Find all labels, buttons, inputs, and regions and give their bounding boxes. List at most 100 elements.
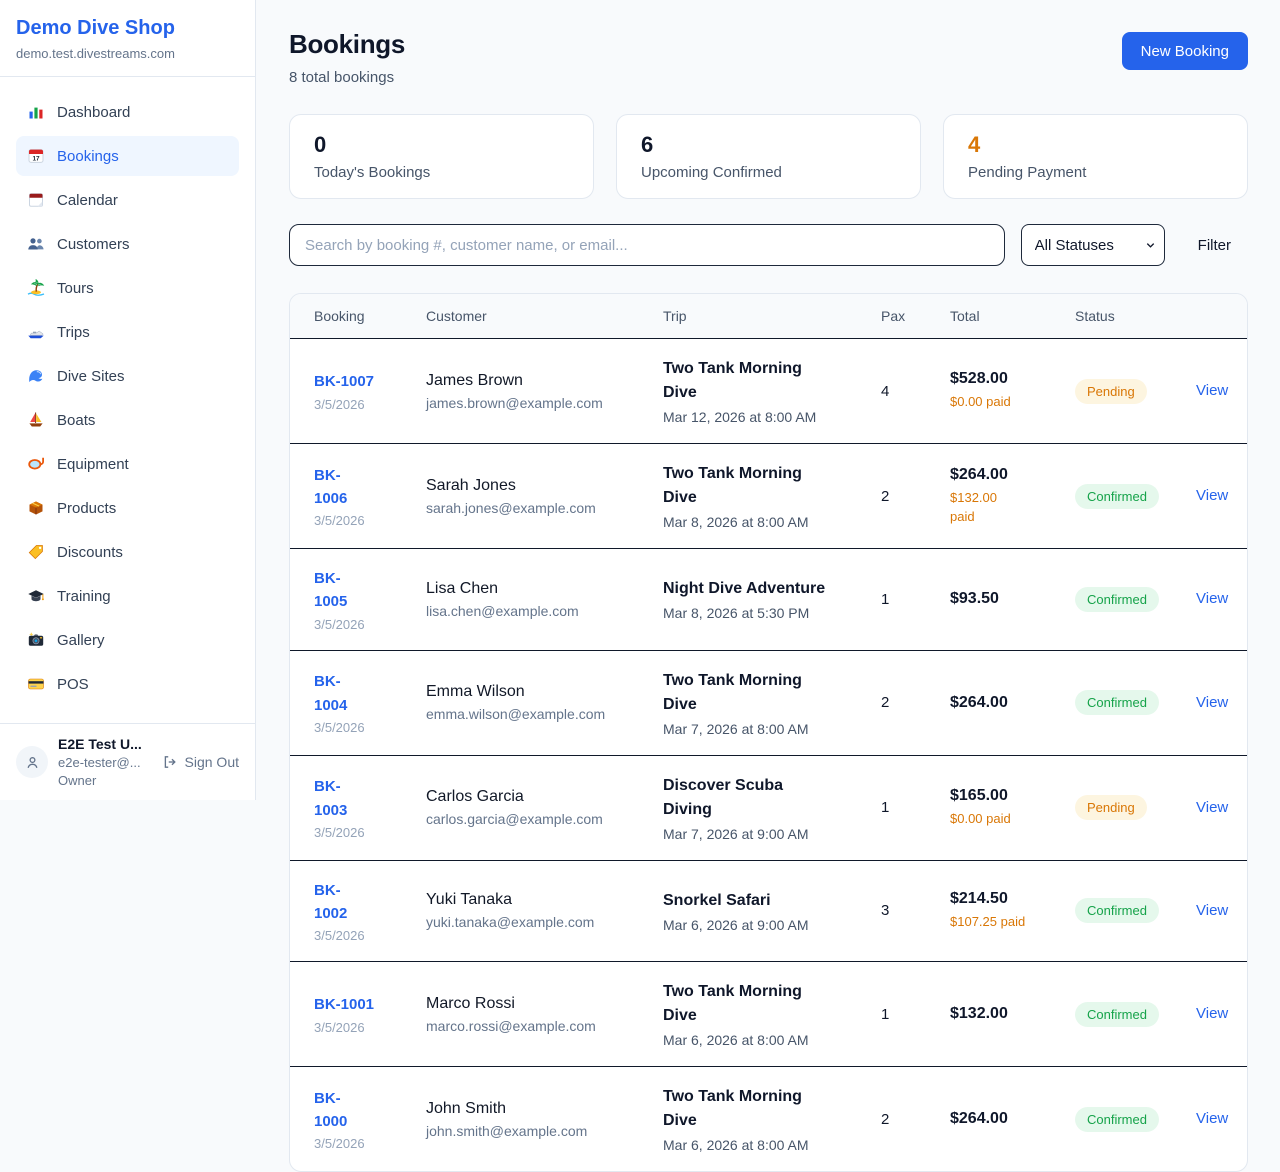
view-link[interactable]: View	[1196, 1005, 1229, 1022]
sidebar-item-training[interactable]: Training	[16, 576, 239, 616]
filter-button[interactable]: Filter	[1181, 237, 1248, 254]
status-badge: Confirmed	[1075, 898, 1159, 924]
logo-block: Demo Dive Shop demo.test.divestreams.com	[0, 0, 255, 77]
pax-count: 3	[881, 859, 950, 962]
shop-domain: demo.test.divestreams.com	[16, 46, 175, 61]
sidebar-item-label: Dashboard	[57, 103, 131, 121]
table-header-row: Booking Customer Trip Pax Total Status	[290, 294, 1247, 339]
sidebar-item-tours[interactable]: Tours	[16, 268, 239, 308]
view-link[interactable]: View	[1196, 1110, 1229, 1127]
trip-name: Two Tank Morning Dive	[663, 1088, 802, 1129]
sidebar-item-gallery[interactable]: Gallery	[16, 620, 239, 660]
sidebar-item-dashboard[interactable]: Dashboard	[16, 92, 239, 132]
booking-id-link[interactable]: BK- 1000	[314, 1089, 348, 1130]
pax-count: 2	[881, 443, 950, 549]
avatar	[16, 746, 48, 778]
user-name: E2E Test U...	[58, 736, 142, 752]
sidebar-item-equipment[interactable]: Equipment	[16, 444, 239, 484]
user-block: E2E Test U... e2e-tester@... Owner Sign …	[0, 723, 255, 800]
user-role: Owner	[58, 773, 97, 788]
customer-name: John Smith	[426, 1099, 507, 1117]
total-amount: $264.00	[950, 693, 1008, 711]
bar-chart-icon	[27, 103, 45, 121]
person-icon	[27, 756, 37, 768]
page-subtitle: 8 total bookings	[289, 69, 395, 86]
column-header-customer: Customer	[426, 294, 663, 339]
sidebar-item-boats[interactable]: Boats	[16, 400, 239, 440]
trip-time: Mar 7, 2026 at 9:00 AM	[663, 825, 809, 842]
trip-name: Two Tank Morning Dive	[663, 983, 802, 1024]
people-icon	[27, 235, 45, 253]
view-link[interactable]: View	[1196, 487, 1229, 504]
booking-date: 3/5/2026	[314, 719, 365, 735]
booking-id-link[interactable]: BK- 1003	[314, 778, 348, 819]
status-badge: Confirmed	[1075, 690, 1159, 715]
page-title-block: Bookings 8 total bookings	[289, 29, 405, 86]
column-header-booking: Booking	[290, 294, 426, 339]
total-amount: $165.00	[950, 786, 1008, 804]
customer-name: Emma Wilson	[426, 683, 525, 700]
sign-out-button[interactable]: Sign Out	[162, 754, 239, 770]
view-link[interactable]: View	[1196, 590, 1229, 608]
pax-count: 1	[881, 548, 950, 650]
view-link[interactable]: View	[1196, 798, 1229, 816]
sidebar-item-label: Dive Sites	[57, 367, 125, 385]
diving-mask-icon	[27, 455, 45, 473]
table-row: BK-1001 3/5/2026 Marco Rossi marco.rossi@e…	[290, 961, 1247, 1067]
status-badge: Confirmed	[1075, 1001, 1159, 1027]
new-booking-button[interactable]: New Booking	[1121, 32, 1248, 70]
paid-amount: $0.00 paid	[950, 394, 1011, 410]
main-content: Bookings 8 total bookings New Booking 0 …	[256, 0, 1280, 1172]
sidebar-item-dive-sites[interactable]: Dive Sites	[16, 356, 239, 396]
sidebar-item-bookings[interactable]: 17 Bookings	[16, 136, 239, 176]
sign-out-icon	[162, 754, 178, 770]
booking-id-link[interactable]: BK- 1005	[314, 570, 348, 611]
table-row: BK- 1002 3/5/2026 Yuki Tanaka yuki.tanaka@…	[290, 859, 1247, 962]
total-amount: $214.50	[950, 889, 1008, 907]
booking-id-link[interactable]: BK- 1004	[314, 673, 348, 714]
status-filter-select[interactable]: All Statuses	[1020, 224, 1165, 266]
page-header: Bookings 8 total bookings New Booking	[289, 29, 1248, 86]
stat-value: 6	[641, 132, 654, 157]
stats-row: 0 Today's Bookings 6 Upcoming Confirmed …	[289, 114, 1248, 199]
sidebar-item-label: Discounts	[57, 543, 123, 561]
sidebar-item-label: Tours	[57, 279, 94, 297]
pax-count: 2	[881, 649, 950, 755]
booking-id-link[interactable]: BK- 1006	[314, 466, 348, 507]
customer-email: john.smith@example.com	[426, 1122, 588, 1139]
table-row: BK- 1000 3/5/2026 John Smith john.smith@ex…	[290, 1066, 1247, 1171]
view-link[interactable]: View	[1196, 382, 1229, 399]
sidebar-item-label: Boats	[57, 411, 96, 429]
sidebar-item-calendar[interactable]: Calendar	[16, 180, 239, 220]
sidebar-item-discounts[interactable]: Discounts	[16, 532, 239, 572]
booking-id-link[interactable]: BK- 1002	[314, 881, 348, 922]
sidebar-item-customers[interactable]: Customers	[16, 224, 239, 264]
tear-off-calendar-icon	[27, 191, 45, 209]
booking-date: 3/5/2026	[314, 1136, 365, 1152]
sidebar-item-label: Bookings	[57, 147, 119, 165]
booking-date: 3/5/2026	[314, 396, 365, 412]
trip-time: Mar 6, 2026 at 8:00 AM	[663, 1137, 809, 1153]
sidebar-item-products[interactable]: Products	[16, 488, 239, 528]
pax-count: 1	[881, 961, 950, 1067]
search-input[interactable]	[289, 224, 1005, 266]
stat-label: Pending Payment	[968, 164, 1087, 181]
view-link[interactable]: View	[1196, 901, 1229, 919]
stat-value: 0	[314, 132, 327, 157]
booking-id-link[interactable]: BK-1007	[314, 373, 375, 391]
booking-date: 3/5/2026	[314, 616, 365, 632]
stat-card-pending-payment: 4 Pending Payment	[943, 114, 1248, 199]
pax-count: 1	[881, 754, 950, 860]
stat-card-todays-bookings: 0 Today's Bookings	[289, 114, 594, 199]
sidebar-item-label: Customers	[57, 235, 130, 253]
table-row: BK- 1006 3/5/2026 Sarah Jones sarah.jones@…	[290, 443, 1247, 549]
total-amount: $264.00	[950, 465, 1008, 483]
booking-id-link[interactable]: BK-1001	[314, 996, 375, 1014]
paid-amount: $132.00 paid	[950, 489, 997, 524]
column-header-pax: Pax	[881, 294, 950, 339]
sidebar-item-pos[interactable]: POS	[16, 664, 239, 704]
view-link[interactable]: View	[1196, 693, 1229, 711]
camera-icon	[27, 631, 45, 649]
table-row: BK- 1004 3/5/2026 Emma Wilson emma.wilson@…	[290, 649, 1247, 755]
sidebar-item-trips[interactable]: Trips	[16, 312, 239, 352]
